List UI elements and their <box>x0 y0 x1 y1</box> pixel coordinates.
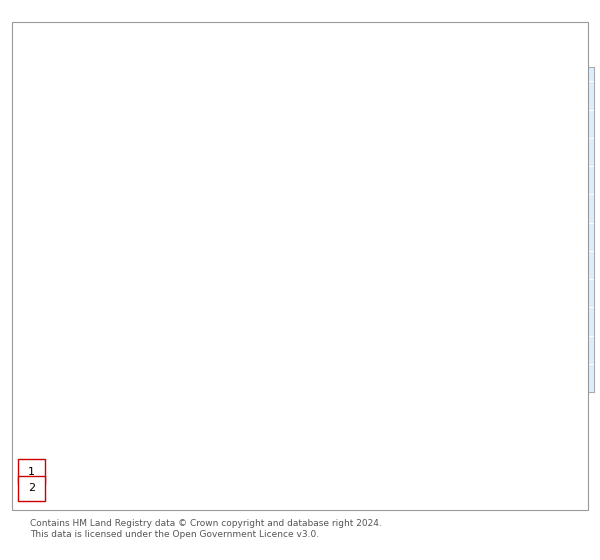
Text: ——: —— <box>48 414 76 428</box>
Text: Price paid vs. HM Land Registry's House Price Index (HPI): Price paid vs. HM Land Registry's House … <box>131 38 469 50</box>
Text: ——: —— <box>48 431 76 445</box>
Text: 30-APR-1997: 30-APR-1997 <box>78 466 150 477</box>
Text: HPI: Average price, detached house, Telford and Wrekin: HPI: Average price, detached house, Telf… <box>93 433 397 443</box>
Text: 29% ↑ HPI: 29% ↑ HPI <box>360 483 419 493</box>
Text: £119,000: £119,000 <box>228 466 281 477</box>
Text: 1: 1 <box>28 466 35 477</box>
Text: Contains HM Land Registry data © Crown copyright and database right 2024.: Contains HM Land Registry data © Crown c… <box>30 519 382 528</box>
Text: 11, DROVERS WAY, NEWPORT, TF10 7XN: 11, DROVERS WAY, NEWPORT, TF10 7XN <box>129 25 471 40</box>
Text: 2: 2 <box>309 103 317 116</box>
Text: This data is licensed under the Open Government Licence v3.0.: This data is licensed under the Open Gov… <box>30 530 319 539</box>
Text: £270,500: £270,500 <box>228 483 281 493</box>
Text: 63% ↑ HPI: 63% ↑ HPI <box>360 466 419 477</box>
Text: 11, DROVERS WAY, NEWPORT, TF10 7XN (detached house): 11, DROVERS WAY, NEWPORT, TF10 7XN (deta… <box>93 416 415 426</box>
Text: 27-JAN-2009: 27-JAN-2009 <box>78 483 148 493</box>
Text: 2: 2 <box>28 483 35 493</box>
Text: 1: 1 <box>108 103 116 116</box>
